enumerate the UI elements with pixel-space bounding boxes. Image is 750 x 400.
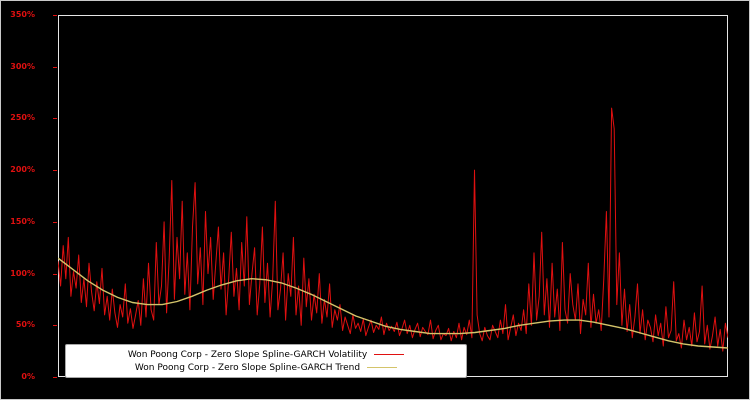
y-axis-tick-label: 300% [10, 61, 35, 71]
y-axis-tick-mark [53, 170, 57, 172]
legend-line-sample [374, 354, 405, 355]
y-axis-tick-mark [53, 273, 57, 275]
y-axis-tick-label: 50% [15, 320, 35, 330]
legend-entry: Won Poong Corp - Zero Slope Spline-GARCH… [72, 348, 460, 361]
volatility-line [58, 107, 728, 352]
y-axis-tick-label: 350% [10, 10, 35, 19]
trend-line [58, 257, 728, 349]
axes-spines [58, 15, 728, 377]
y-axis-tick-mark [53, 118, 57, 120]
legend-label: Won Poong Corp - Zero Slope Spline-GARCH… [127, 349, 368, 360]
y-axis-tick-mark [53, 15, 57, 16]
plot-area [58, 15, 728, 377]
y-axis-tick-mark [53, 66, 57, 68]
y-axis-tick-label: 0% [21, 372, 35, 381]
y-axis-tick-label: 100% [10, 268, 35, 278]
legend: Won Poong Corp - Zero Slope Spline-GARCH… [65, 344, 467, 378]
legend-label: Won Poong Corp - Zero Slope Spline-GARCH… [134, 362, 361, 373]
legend-entry: Won Poong Corp - Zero Slope Spline-GARCH… [72, 361, 460, 374]
y-axis-tick-label: 200% [10, 165, 35, 175]
y-axis-tick-label: 150% [10, 216, 35, 226]
y-axis-tick-mark [53, 221, 57, 223]
y-axis-tick-mark [53, 377, 57, 378]
legend-line-sample [367, 367, 398, 368]
y-axis-tick-mark [53, 325, 57, 327]
y-axis-tick-label: 250% [10, 113, 35, 123]
